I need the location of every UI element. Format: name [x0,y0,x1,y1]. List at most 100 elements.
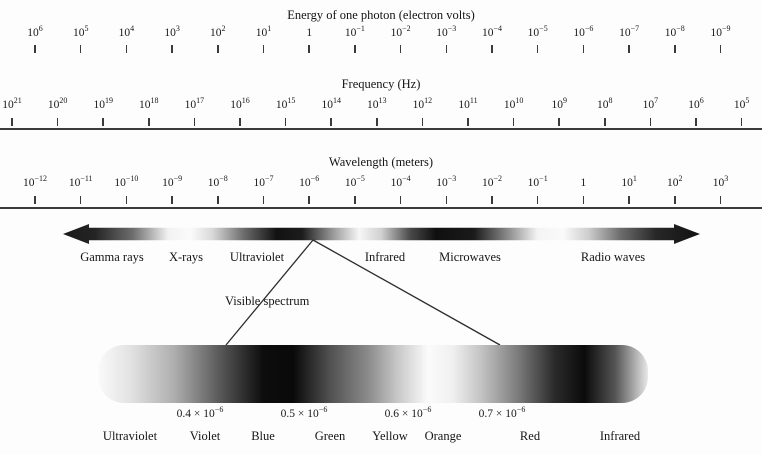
tick-label-wavelength-5: 10−7 [253,174,274,189]
tick-mark-wavelength-2 [125,196,128,204]
tick-mark-wavelength-12 [582,196,585,204]
tick-label-wavelength-15: 103 [712,174,729,189]
tick-mark-wavelength-1 [79,196,82,204]
tick-label-wavelength-8: 10−4 [390,174,411,189]
tick-label-wavelength-3: 10−9 [162,174,183,189]
tick-label-frequency-3: 1018 [139,96,159,111]
tick-label-frequency-13: 108 [597,96,613,111]
tick-mark-wavelength-11 [536,196,539,204]
tick-label-wavelength-14: 102 [667,174,683,189]
tick-mark-energy-13 [628,45,630,53]
tick-mark-wavelength-14 [674,196,676,204]
tick-label-wavelength-12: 1 [580,177,587,189]
tick-mark-wavelength-7 [354,196,356,204]
tick-label-frequency-1: 1020 [47,96,68,111]
tick-label-frequency-12: 109 [551,96,567,111]
tick-label-wavelength-13: 101 [621,174,637,189]
tick-mark-frequency-5 [239,118,241,126]
scale-title-energy: Energy of one photon (electron volts) [287,8,475,22]
tick-mark-energy-10 [491,45,493,53]
tick-label-energy-14: 10−8 [664,24,685,39]
tick-mark-frequency-12 [558,118,560,126]
tick-label-energy-8: 10−2 [390,24,411,39]
tick-mark-energy-4 [217,45,219,53]
tick-label-wavelength-0: 10−12 [22,174,48,189]
tick-label-frequency-10: 1011 [458,96,478,111]
tick-mark-energy-0 [34,45,36,53]
tick-mark-wavelength-10 [491,196,493,204]
tick-label-wavelength-7: 10−5 [344,174,365,189]
tick-label-energy-7: 10−1 [344,24,365,39]
tick-label-frequency-15: 106 [688,96,704,111]
tick-mark-energy-15 [719,45,722,53]
tick-mark-frequency-16 [740,118,743,126]
tick-mark-wavelength-9 [445,196,448,204]
tick-label-wavelength-2: 10−10 [114,174,139,189]
callout-line-right [312,239,501,346]
tick-label-frequency-7: 1014 [321,96,341,111]
tick-mark-energy-12 [582,45,585,53]
visible-spectrum-bar [98,345,648,403]
tick-mark-energy-6 [308,45,310,53]
tick-label-wavelength-4: 10−8 [207,174,228,189]
tick-label-energy-11: 10−5 [527,24,548,39]
tick-label-energy-2: 104 [118,24,135,39]
tick-mark-wavelength-3 [171,196,173,204]
scale-title-frequency: Frequency (Hz) [341,77,421,91]
tick-mark-frequency-15 [695,118,697,126]
tick-mark-energy-1 [79,45,82,53]
tick-mark-wavelength-5 [262,196,265,204]
tick-mark-frequency-11 [512,118,515,126]
tick-mark-energy-8 [399,45,402,53]
tick-mark-energy-5 [262,45,265,53]
axis-line-frequency [0,128,762,130]
visible-callout-lines [225,239,501,346]
tick-label-frequency-6: 1015 [275,96,296,111]
tick-mark-frequency-2 [102,118,104,126]
tick-mark-frequency-1 [56,118,59,126]
tick-label-wavelength-9: 10−3 [436,174,457,189]
tick-mark-frequency-6 [284,118,287,126]
tick-label-energy-10: 10−4 [481,24,503,39]
axis-line-wavelength [0,207,762,209]
tick-mark-energy-7 [354,45,356,53]
tick-mark-frequency-0 [11,118,13,126]
tick-mark-frequency-9 [421,118,424,126]
tick-label-energy-15: 10−9 [710,24,731,39]
tick-label-frequency-8: 1013 [367,96,387,111]
tick-mark-frequency-4 [193,118,196,126]
tick-mark-wavelength-4 [217,196,219,204]
tick-label-wavelength-1: 10−11 [68,174,93,189]
scale-title-wavelength: Wavelength (meters) [328,155,434,169]
tick-label-energy-13: 10−7 [619,24,640,39]
tick-mark-wavelength-6 [308,196,310,204]
tick-label-energy-3: 103 [164,24,180,39]
tick-label-energy-1: 105 [72,24,89,39]
tick-mark-energy-3 [171,45,173,53]
tick-mark-frequency-13 [604,118,606,126]
tick-mark-frequency-10 [467,118,469,126]
tick-label-frequency-16: 105 [733,96,750,111]
tick-label-frequency-14: 107 [642,96,659,111]
em-band-group [63,224,700,244]
tick-mark-frequency-7 [330,118,332,126]
tick-mark-energy-9 [445,45,448,53]
em-band-arrow [63,224,700,244]
tick-label-frequency-2: 1019 [93,96,113,111]
tick-mark-wavelength-15 [719,196,722,204]
tick-label-frequency-9: 1012 [412,96,433,111]
tick-label-frequency-5: 1016 [230,96,250,111]
tick-mark-energy-14 [674,45,676,53]
tick-label-frequency-4: 1017 [184,96,205,111]
tick-label-energy-12: 10−6 [573,24,594,39]
tick-mark-wavelength-13 [628,196,630,204]
tick-mark-wavelength-8 [399,196,402,204]
tick-label-wavelength-10: 10−2 [481,174,503,189]
tick-label-wavelength-6: 10−6 [299,174,320,189]
tick-label-frequency-0: 1021 [2,96,22,111]
tick-mark-frequency-14 [649,118,652,126]
tick-label-energy-9: 10−3 [436,24,457,39]
tick-mark-wavelength-0 [34,196,36,204]
